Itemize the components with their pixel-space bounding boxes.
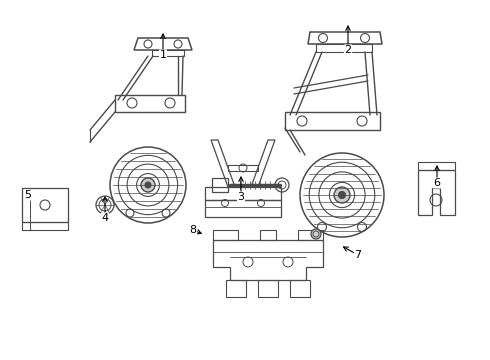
- Circle shape: [141, 178, 155, 192]
- Text: 4: 4: [101, 213, 109, 223]
- Circle shape: [311, 229, 321, 239]
- Circle shape: [339, 192, 345, 198]
- Text: 2: 2: [344, 45, 351, 55]
- Text: 1: 1: [160, 50, 167, 60]
- Text: 5: 5: [24, 190, 31, 200]
- Circle shape: [145, 182, 151, 188]
- Text: 3: 3: [238, 192, 245, 202]
- Text: 8: 8: [190, 225, 196, 235]
- Text: 7: 7: [354, 250, 362, 260]
- Text: 6: 6: [434, 178, 441, 188]
- Circle shape: [334, 187, 350, 203]
